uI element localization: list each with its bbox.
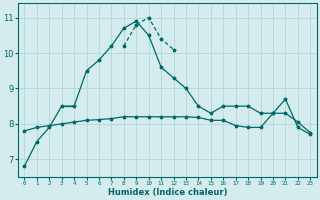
X-axis label: Humidex (Indice chaleur): Humidex (Indice chaleur) <box>108 188 227 197</box>
